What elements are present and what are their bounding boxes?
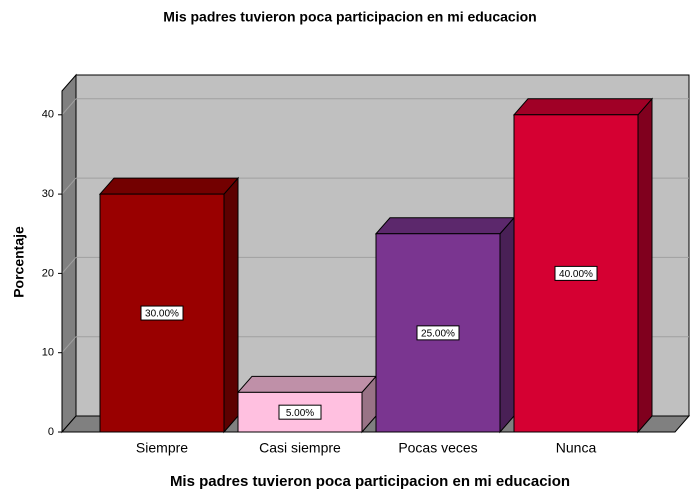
x-tick-label: Siempre xyxy=(136,440,188,456)
y-tick-label: 0 xyxy=(48,426,54,438)
bar-top xyxy=(374,217,516,235)
y-tick-label: 30 xyxy=(42,188,54,200)
data-label-box xyxy=(278,404,322,420)
y-tick-label: 20 xyxy=(42,267,54,279)
data-label-box xyxy=(140,305,184,321)
bar-top xyxy=(236,375,378,393)
data-label: 30.00% xyxy=(145,309,179,320)
data-label-box xyxy=(416,325,460,341)
bar-side xyxy=(499,216,515,434)
y-tick-label: 10 xyxy=(42,347,54,359)
data-label: 40.00% xyxy=(559,269,593,280)
data-label-box xyxy=(554,265,598,281)
data-label: 25.00% xyxy=(421,329,455,340)
bar-side xyxy=(223,176,239,434)
data-label: 5.00% xyxy=(286,408,314,419)
x-tick-label: Casi siempre xyxy=(259,440,341,456)
bar-top xyxy=(98,177,240,195)
grid-line xyxy=(61,98,77,116)
bar-top xyxy=(512,98,654,116)
side-wall xyxy=(61,73,77,434)
y-tick-label: 40 xyxy=(42,109,54,121)
x-tick-label: Pocas veces xyxy=(398,440,477,456)
x-tick-label: Nunca xyxy=(556,440,597,456)
y-axis-title: Porcentaje xyxy=(11,226,27,298)
bar-side xyxy=(637,97,653,434)
grid-line xyxy=(61,336,77,354)
x-axis-title: Mis padres tuvieron poca participacion e… xyxy=(170,473,570,490)
grid-line xyxy=(61,177,77,195)
chart-title: Mis padres tuvieron poca participacion e… xyxy=(163,9,536,25)
grid-line xyxy=(61,257,77,274)
